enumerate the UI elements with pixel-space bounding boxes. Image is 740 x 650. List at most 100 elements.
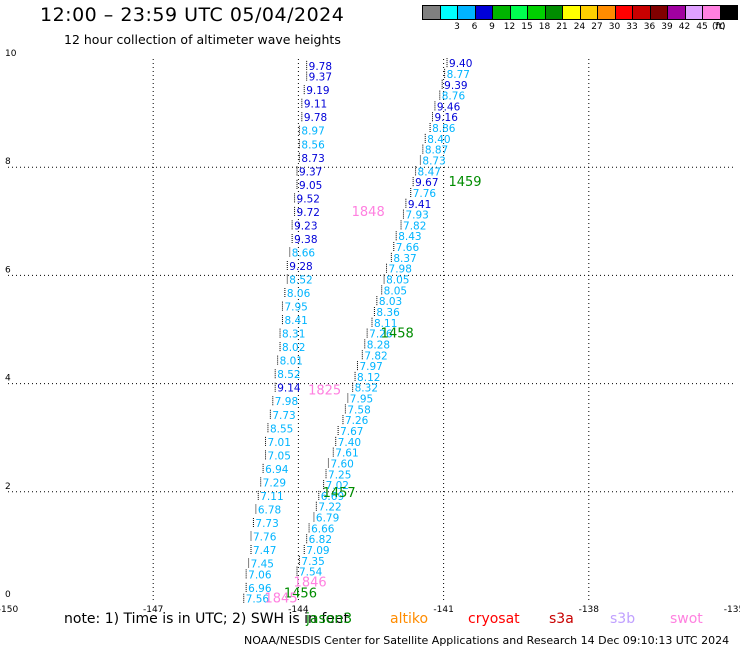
wave-height-value: 7.09 (306, 545, 329, 557)
wave-height-value: 8.56 (301, 139, 325, 151)
colorbar-label: 15 (521, 22, 533, 32)
wave-height-value: 8.77 (447, 69, 470, 81)
legend-note: note: 1) Time is in UTC; 2) SWH is in fe… (64, 611, 350, 627)
wave-height-value: 7.47 (253, 545, 276, 557)
wave-height-value: 7.11 (260, 491, 283, 503)
wave-height-value: 6.79 (316, 513, 339, 525)
wave-height-value: 9.23 (294, 220, 317, 232)
x-tick-label: -147 (143, 605, 163, 615)
wave-height-value: 9.39 (444, 80, 467, 92)
colorbar-label: 36 (643, 22, 656, 32)
wave-height-value: 7.54 (299, 567, 323, 579)
wave-height-value: 6.69 (321, 491, 344, 503)
x-tick-label: -150 (0, 605, 18, 615)
wave-height-value: 8.73 (422, 155, 445, 167)
wave-height-value: 7.73 (272, 410, 295, 422)
wave-height-value: 7.40 (338, 437, 361, 449)
colorbar-label: 21 (556, 22, 568, 32)
wave-height-value: 8.40 (427, 134, 450, 146)
colorbar-unit: (ft) (712, 22, 726, 32)
wave-height-value: 9.78 (304, 112, 327, 124)
wave-height-value: 6.78 (258, 504, 281, 516)
wave-height-value: 7.95 (284, 302, 307, 314)
wave-height-value: 8.43 (398, 231, 421, 243)
wave-height-value: 8.05 (386, 275, 409, 287)
colorbar-swatch (719, 5, 738, 20)
y-tick-label: 4 (5, 374, 11, 384)
legend-sat-s3a: s3a (549, 611, 574, 627)
wave-height-value: 9.11 (304, 99, 327, 111)
track-id-label: 1825 (308, 383, 341, 398)
y-tick-label: 6 (5, 265, 11, 275)
colorbar-label: 3 (454, 22, 460, 32)
wave-height-value: 8.66 (292, 247, 316, 259)
wave-height-value: 7.06 (248, 569, 272, 581)
wave-height-value: 9.19 (306, 85, 329, 97)
wave-height-value: 8.36 (376, 307, 400, 319)
wave-height-value: 7.97 (359, 361, 382, 373)
legend-sat-cryosat: cryosat (468, 611, 520, 627)
chart-title: 12:00 – 23:59 UTC 05/04/2024 (40, 4, 345, 26)
wave-height-value: 7.29 (263, 477, 286, 489)
wave-height-value: 8.76 (442, 91, 466, 103)
wave-height-value: 8.31 (282, 329, 305, 341)
track-id-label: 1848 (352, 205, 385, 220)
wave-height-value: 8.41 (284, 315, 307, 327)
track-id-label: 1456 (284, 586, 317, 601)
wave-height-value: 6.94 (265, 464, 289, 476)
track-id-label: 1457 (323, 486, 356, 501)
track-id-label: 1458 (381, 327, 414, 342)
track-id-label: 1459 (448, 175, 481, 190)
wave-height-value: 7.25 (328, 469, 351, 481)
wave-height-value: 9.16 (435, 112, 459, 124)
wave-height-value: 8.28 (367, 339, 390, 351)
wave-height-value: 9.52 (297, 193, 320, 205)
colorbar-label: 12 (503, 22, 516, 32)
wave-height-value: 9.41 (408, 199, 431, 211)
colorbar-label: 33 (626, 22, 638, 32)
wave-height-value: 7.45 (251, 559, 274, 571)
wave-height-value: 7.93 (405, 210, 428, 222)
track-id-label: 1846 (294, 575, 327, 590)
wave-height-value: 7.26 (369, 329, 393, 341)
colorbar-label: 30 (608, 22, 621, 32)
wave-height-value: 9.46 (437, 101, 461, 113)
wave-height-value: 8.12 (357, 372, 380, 384)
legend-sat-jason3: jason3 (306, 611, 353, 627)
wave-height-value: 7.98 (389, 264, 412, 276)
wave-height-value: 7.56 (246, 594, 270, 606)
chart-subtitle: 12 hour collection of altimeter wave hei… (64, 32, 341, 47)
wave-height-value: 7.02 (326, 480, 349, 492)
wave-height-value: 9.28 (289, 261, 312, 273)
wave-height-value: 6.96 (248, 583, 272, 595)
wave-height-value: 7.76 (253, 531, 277, 543)
wave-height-value: 7.73 (255, 518, 278, 530)
wave-height-value: 7.76 (413, 188, 437, 200)
colorbar-label: 9 (489, 22, 495, 32)
wave-height-value: 8.52 (277, 369, 300, 381)
y-tick-label: 0 (5, 590, 11, 600)
wave-height-value: 7.01 (268, 437, 291, 449)
wave-height-value: 8.47 (418, 166, 441, 178)
x-tick-label: -138 (579, 605, 600, 615)
wave-height-value: 7.82 (403, 220, 426, 232)
colorbar-label: 24 (573, 22, 586, 32)
legend-sat-altiko: altiko (390, 611, 429, 627)
wave-height-value: 9.78 (309, 61, 332, 73)
track-id-label: 1845 (265, 592, 298, 607)
wave-height-value: 8.11 (374, 318, 397, 330)
wave-height-value: 9.05 (299, 180, 322, 192)
wave-height-value: 9.67 (415, 177, 438, 189)
legend-sat-swot: swot (670, 611, 703, 627)
colorbar-label: 39 (661, 22, 673, 32)
wave-height-value: 8.02 (282, 342, 305, 354)
wave-height-value: 8.03 (379, 296, 402, 308)
colorbar-label: 27 (591, 22, 603, 32)
wave-height-value: 9.72 (297, 207, 320, 219)
wave-height-value: 8.01 (280, 356, 303, 368)
wave-height-value: 8.97 (301, 126, 324, 138)
wave-height-value: 9.37 (299, 166, 322, 178)
wave-height-value: 9.40 (449, 58, 472, 70)
y-tick-label: 8 (5, 157, 11, 167)
